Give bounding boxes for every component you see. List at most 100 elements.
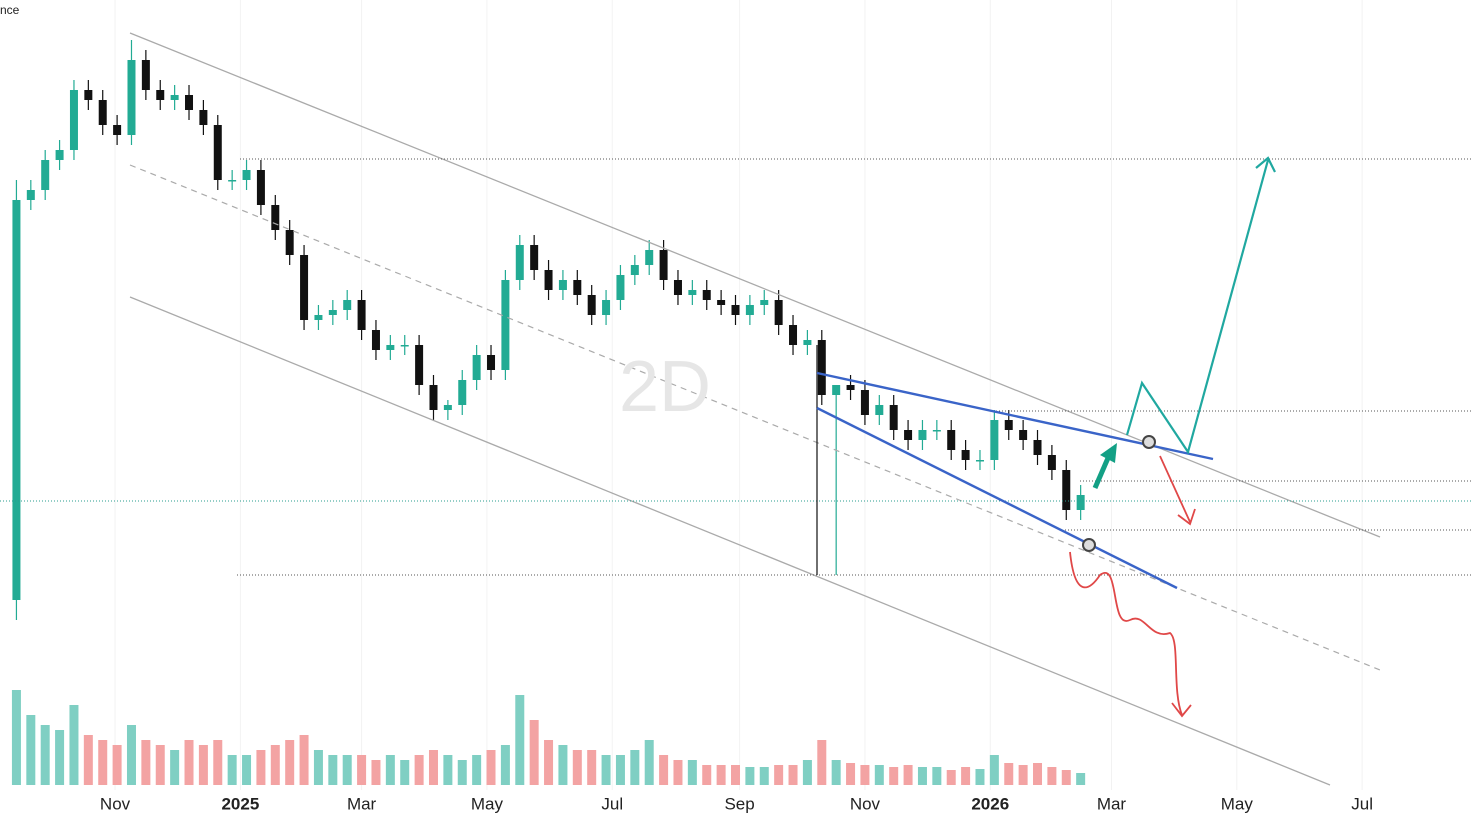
volume-bar [213, 740, 223, 785]
candle-body [975, 460, 984, 462]
arrow-head [1100, 443, 1117, 463]
candle-body [688, 290, 697, 295]
candle-body [602, 300, 611, 315]
x-tick-label: 2025 [221, 794, 259, 813]
volume-bar [141, 740, 151, 785]
volume-bar [889, 767, 899, 785]
candle-body [544, 270, 553, 290]
volume-bar [198, 745, 208, 785]
candle-body [731, 305, 740, 315]
candle-body [1062, 470, 1071, 510]
anchor [1142, 435, 1156, 449]
candle-body [228, 180, 237, 182]
volume-bar [644, 740, 654, 785]
candle-body [817, 340, 826, 395]
candle-body [199, 110, 208, 125]
candle-body [717, 300, 726, 305]
candle-body [41, 160, 50, 190]
volume-bar [184, 740, 194, 785]
volume-bar [472, 755, 482, 785]
candle-body [645, 250, 654, 265]
volume-bar [874, 765, 884, 785]
volume-bar [659, 755, 669, 785]
volume-bar [414, 755, 424, 785]
candle-body [170, 95, 179, 100]
volume-bar [989, 755, 999, 785]
volume-bar [242, 755, 252, 785]
volume-bar [601, 755, 611, 785]
candle-body [616, 275, 625, 300]
candle-body [932, 430, 941, 432]
candle-body [515, 245, 524, 280]
volume-bar [1076, 773, 1086, 785]
volume-bar [342, 755, 352, 785]
watermark: 2D [619, 347, 711, 427]
corner-label: nce [0, 3, 20, 17]
candle-body [386, 345, 395, 350]
volume-bar [1047, 767, 1057, 785]
volume-bar [673, 760, 683, 785]
candle-body [860, 390, 869, 415]
candle-body [918, 430, 927, 440]
candle-body [69, 90, 78, 150]
candle-body [472, 355, 481, 380]
channel-mid [129, 164, 1381, 671]
candle-body [745, 305, 754, 315]
x-tick-label: May [1221, 794, 1254, 813]
candle-body [141, 60, 150, 90]
volume-bar [170, 750, 180, 785]
volume-bar [313, 750, 323, 785]
candle-body [213, 125, 222, 180]
volume-bar [515, 695, 525, 785]
candle-body [26, 190, 35, 200]
candle-body [947, 430, 956, 450]
volume-bar [961, 767, 971, 785]
candle-body [846, 385, 855, 390]
candle-body [889, 405, 898, 430]
volume-bar [155, 745, 165, 785]
candle-body [630, 265, 639, 275]
volume-bar [26, 715, 36, 785]
volume-bar [529, 720, 539, 785]
volume-bar [774, 765, 784, 785]
candle-body [113, 125, 122, 135]
volume-bar [702, 765, 712, 785]
volume-bar [572, 750, 582, 785]
candle-body [558, 280, 567, 290]
x-tick-label: Jul [1351, 794, 1373, 813]
volume-bar [615, 755, 625, 785]
volume-bar [500, 745, 510, 785]
x-tick-label: 2026 [971, 794, 1009, 813]
candle-body [415, 345, 424, 385]
volume-bar [558, 745, 568, 785]
volume-bar [486, 750, 496, 785]
volume-bar [299, 735, 309, 785]
volume-bar [846, 763, 856, 785]
candle-body [256, 170, 265, 205]
volume-bar [270, 745, 280, 785]
volume-bar [83, 735, 93, 785]
channel-top [129, 32, 1381, 538]
candle-body [185, 95, 194, 110]
candle-body [774, 300, 783, 325]
volume-bar [69, 705, 79, 785]
volume-bar [802, 760, 812, 785]
candle-body [357, 300, 366, 330]
down-arrow [1159, 455, 1196, 526]
volume-bar [371, 760, 381, 785]
volume-bar [946, 770, 956, 785]
candle-body [587, 295, 596, 315]
candle-body [875, 405, 884, 415]
candle-body [1019, 430, 1028, 440]
candle-body [803, 340, 812, 345]
x-tick-label: Mar [347, 794, 377, 813]
candle-body [904, 430, 913, 440]
candle-body [285, 230, 294, 255]
candle-body [156, 90, 165, 100]
volume-bar [716, 765, 726, 785]
x-tick-label: May [471, 794, 504, 813]
volume-bar [687, 760, 697, 785]
candle-body [789, 325, 798, 345]
volume-bar [975, 769, 985, 785]
